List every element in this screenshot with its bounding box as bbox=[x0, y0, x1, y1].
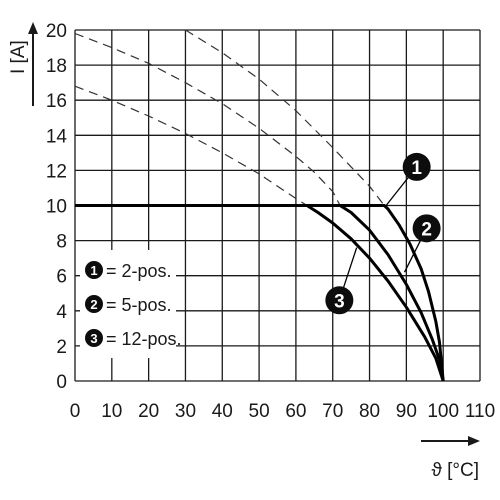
solid-curves bbox=[75, 204, 445, 382]
y-tick-label: 8 bbox=[56, 232, 67, 253]
legend-label: = 2-pos. bbox=[106, 261, 172, 281]
x-tick-label: 100 bbox=[427, 401, 459, 422]
callout-badge bbox=[325, 286, 354, 315]
callout-2: 2 bbox=[403, 214, 441, 273]
dashed-curve-3 bbox=[74, 85, 308, 207]
x-axis-title: ϑ [°C] bbox=[421, 436, 480, 481]
x-tick-label: 110 bbox=[465, 401, 495, 422]
dashed-curve-1 bbox=[185, 29, 385, 206]
callout-badge bbox=[412, 214, 441, 243]
x-tick-label: 70 bbox=[322, 401, 343, 422]
legend-item: 2 = 5-pos. bbox=[85, 295, 172, 315]
callout-badge-number: 1 bbox=[411, 158, 422, 179]
dashed-curve-2 bbox=[74, 32, 341, 206]
legend-item: 1 = 2-pos. bbox=[85, 261, 172, 281]
callout-badge bbox=[402, 152, 431, 181]
x-tick-label: 40 bbox=[212, 401, 233, 422]
y-tick-label: 10 bbox=[46, 197, 67, 218]
legend-badge bbox=[85, 261, 103, 279]
y-tick-label: 14 bbox=[46, 126, 68, 147]
legend-badge bbox=[85, 329, 103, 347]
x-tick-label: 90 bbox=[396, 401, 417, 422]
legend-label: = 12-pos. bbox=[106, 329, 182, 349]
callout-3: 3 bbox=[325, 247, 358, 315]
callout-badge-number: 3 bbox=[334, 291, 345, 312]
x-tick-label: 80 bbox=[359, 401, 380, 422]
legend-badge-number: 1 bbox=[90, 263, 97, 278]
x-tick-label: 20 bbox=[138, 401, 159, 422]
callout-badge-number: 2 bbox=[421, 219, 432, 240]
legend: 1 = 2-pos. 2 = 5-pos. 3 = 12-pos. bbox=[80, 250, 182, 358]
solid-curve-3 bbox=[75, 204, 445, 382]
y-axis-title: I [A] bbox=[8, 22, 38, 106]
y-tick-label: 20 bbox=[46, 21, 67, 42]
y-tick-label: 6 bbox=[56, 267, 67, 288]
legend-badge-number: 2 bbox=[90, 297, 97, 312]
y-tick-label: 16 bbox=[46, 91, 67, 112]
curve-callouts: 1 2 3 bbox=[325, 152, 441, 315]
y-tick-label: 2 bbox=[56, 337, 67, 358]
y-tick-label: 4 bbox=[56, 302, 67, 323]
x-tick-label: 0 bbox=[70, 401, 81, 422]
y-tick-label: 0 bbox=[56, 372, 67, 393]
x-axis-arrow-head bbox=[468, 436, 480, 446]
legend-badge-number: 3 bbox=[90, 331, 97, 346]
dashed-curves bbox=[74, 29, 385, 207]
y-axis-label: I [A] bbox=[8, 40, 29, 74]
y-axis-arrow-head bbox=[28, 22, 38, 34]
solid-curve-1 bbox=[75, 204, 445, 382]
x-axis-ticks: 0 10 20 30 40 50 60 70 80 90 100 110 bbox=[70, 401, 495, 422]
solid-curve-2 bbox=[75, 204, 445, 382]
x-axis-label: ϑ [°C] bbox=[431, 460, 479, 481]
x-tick-label: 30 bbox=[175, 401, 196, 422]
x-tick-label: 60 bbox=[285, 401, 306, 422]
x-tick-label: 10 bbox=[101, 401, 122, 422]
legend-badge bbox=[85, 295, 103, 313]
y-tick-label: 12 bbox=[46, 161, 67, 182]
y-axis-ticks: 0 2 4 6 8 10 12 14 16 18 20 bbox=[46, 21, 68, 393]
y-tick-label: 18 bbox=[46, 56, 67, 77]
x-tick-label: 50 bbox=[249, 401, 270, 422]
legend-label: = 5-pos. bbox=[106, 295, 172, 315]
callout-1: 1 bbox=[385, 152, 431, 206]
legend-item: 3 = 12-pos. bbox=[85, 329, 182, 349]
